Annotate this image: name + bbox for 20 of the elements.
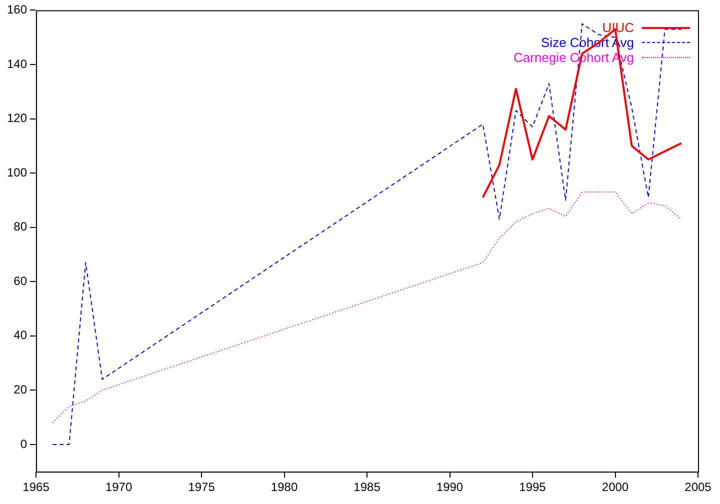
- y-tick-label: 80: [14, 220, 28, 234]
- x-tick-label: 2000: [602, 480, 629, 494]
- y-tick-label: 160: [6, 2, 28, 17]
- y-tick-label: 40: [14, 328, 28, 342]
- x-tick-label: 1970: [105, 480, 132, 494]
- legend-label: UIUC: [602, 20, 634, 35]
- y-tick-label: 20: [14, 382, 28, 396]
- x-tick-label: 1975: [188, 480, 216, 494]
- y-tick-label: 60: [14, 274, 28, 288]
- x-tick-label: 2005: [684, 480, 712, 494]
- line-series: [52, 192, 682, 424]
- x-tick-label: 1990: [436, 480, 464, 494]
- x-tick-label: 1980: [270, 480, 298, 494]
- x-tick-label: 1985: [354, 480, 381, 494]
- y-tick-label: 120: [6, 111, 28, 126]
- y-tick-label: 100: [6, 165, 28, 180]
- y-tick-label: 140: [6, 56, 28, 71]
- x-tick-label: 1995: [519, 480, 546, 494]
- x-tick-label: 1965: [22, 480, 50, 494]
- y-tick-label: 0: [20, 436, 28, 451]
